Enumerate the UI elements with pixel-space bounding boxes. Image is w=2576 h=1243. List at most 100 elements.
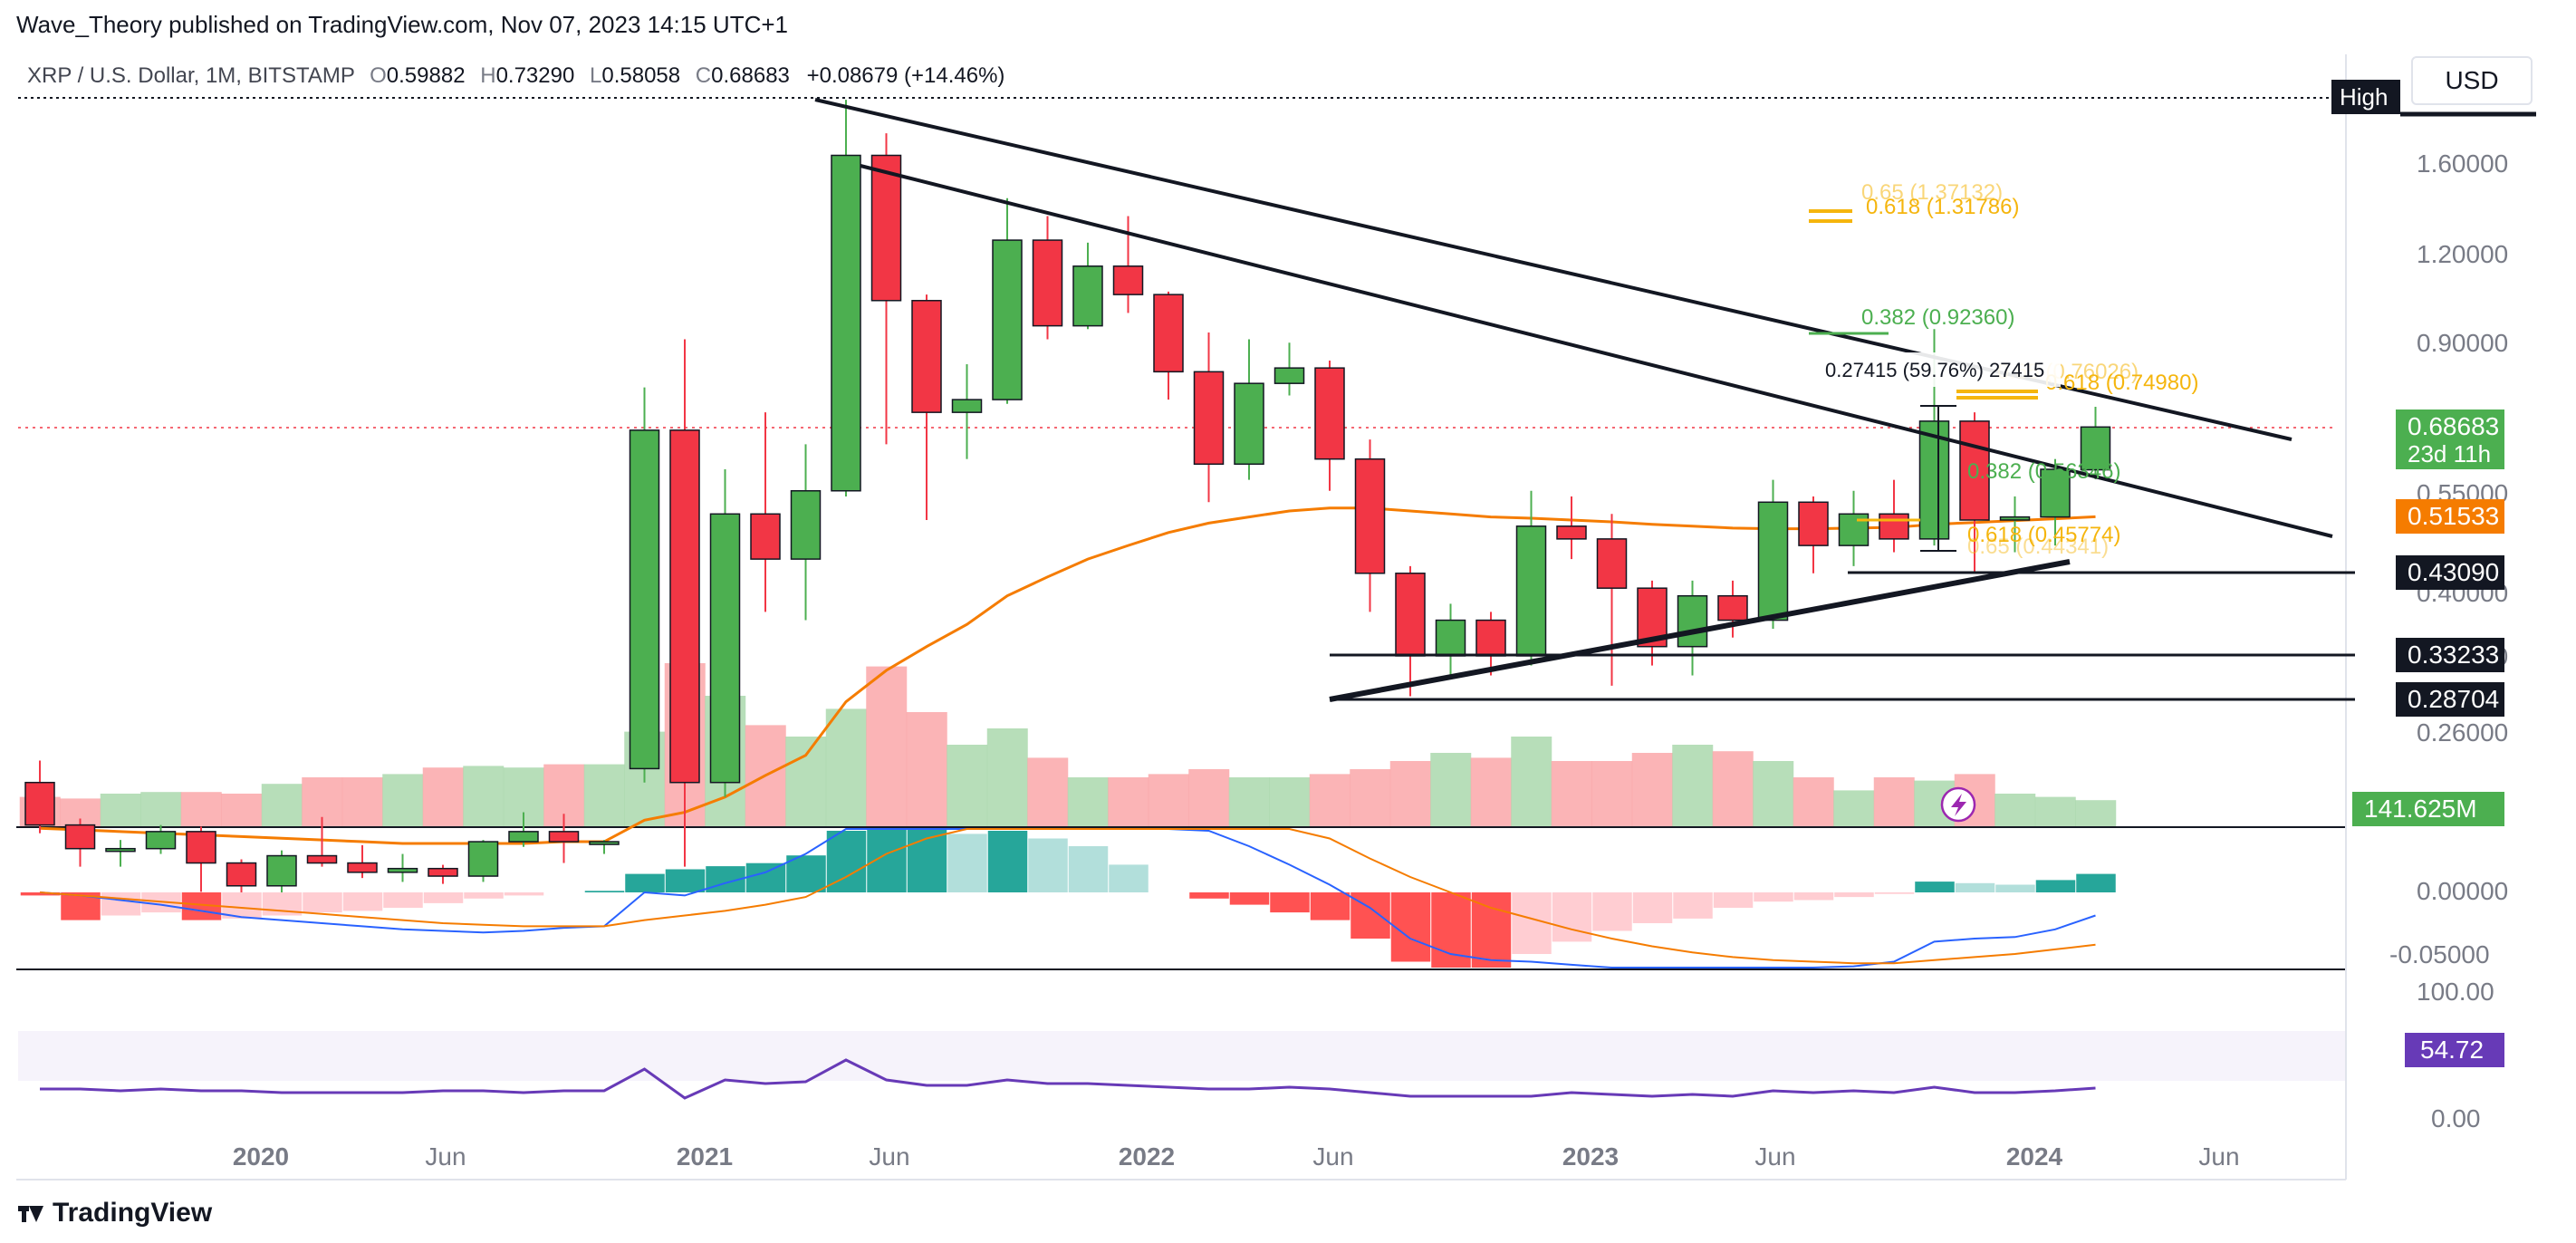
macd-histogram-bar <box>584 891 625 892</box>
candle <box>347 844 378 879</box>
candle <box>1314 360 1345 491</box>
candle-body <box>1112 265 1144 295</box>
macd-histogram-bar <box>1189 892 1229 899</box>
volume-bar <box>866 666 908 826</box>
volume-bar <box>463 766 505 826</box>
macd-histogram-bar <box>61 892 101 920</box>
macd-histogram-bar <box>20 892 61 896</box>
macd-histogram-bar <box>1793 892 1834 901</box>
footer: TradingView <box>18 1198 212 1229</box>
volume-bar <box>1027 757 1069 826</box>
candle <box>1475 612 1506 676</box>
candle-body <box>467 841 499 877</box>
macd-indicator <box>20 828 2116 968</box>
trendlines <box>814 98 2536 702</box>
macd-histogram-bar <box>1471 892 1512 968</box>
x-tick-label: 2020 <box>233 1142 289 1171</box>
x-tick-label: Jun <box>2198 1142 2239 1171</box>
candle <box>226 859 257 913</box>
candle <box>951 364 983 459</box>
candle-body <box>1072 265 1103 327</box>
rsi-label: 54.72 <box>2420 1036 2484 1064</box>
candle-body <box>1879 513 1909 540</box>
price-axis: 1.60000 1.20000 0.90000 0.55000 0.40000 0.330… <box>2389 149 2508 1132</box>
volume-bar <box>100 794 141 826</box>
candle-body <box>992 239 1023 400</box>
candle <box>1072 242 1103 330</box>
macd-histogram-bar <box>1874 892 1915 894</box>
candle <box>1596 514 1628 686</box>
volume-bar <box>341 777 383 826</box>
macd-histogram-bar <box>1229 892 1270 905</box>
volume-bar <box>1551 761 1592 826</box>
high-tag: High <box>2340 83 2388 111</box>
volume-tag <box>2352 792 2504 826</box>
candle-body <box>508 831 539 843</box>
rsi-tag <box>2405 1033 2504 1067</box>
level-label-028704: 0.28704 <box>2408 685 2499 713</box>
volume-bar <box>1148 774 1189 826</box>
candle <box>508 812 539 847</box>
candle-body <box>870 154 902 302</box>
candle-body <box>105 847 136 853</box>
candle-body <box>790 490 822 560</box>
candle <box>669 339 700 867</box>
upper-resistance-line <box>814 98 2292 441</box>
fib-label: 0.618 (0.45774) <box>1967 523 2120 547</box>
y-tick-label: 1.20000 <box>2417 240 2508 268</box>
macd-histogram-bar <box>1713 892 1754 908</box>
high-tag-bg <box>2331 80 2400 114</box>
candle-body <box>1918 420 1950 540</box>
rsi-tick-label: 0.00 <box>2431 1104 2481 1132</box>
volume-bar <box>2075 800 2117 826</box>
macd-histogram-bar <box>504 892 544 896</box>
volume-bar <box>1833 790 1875 826</box>
y-tick-label: 0.40000 <box>2417 579 2508 607</box>
candle-body <box>1032 239 1063 327</box>
candle <box>1717 580 1748 638</box>
macd-histogram-bar <box>706 866 745 892</box>
y-tick-label: 0.33000 <box>2417 642 2508 670</box>
macd-histogram-bar <box>1512 892 1552 954</box>
candle-body <box>24 781 55 826</box>
candle <box>1959 412 1990 573</box>
volume-bar <box>261 784 303 826</box>
countdown-label: 23d 11h <box>2408 440 2491 467</box>
macd-histogram-bar <box>745 862 786 892</box>
macd-histogram-bar <box>222 892 262 919</box>
macd-histogram-bar <box>1310 892 1350 920</box>
volume-bar <box>583 764 625 826</box>
candle <box>2080 406 2111 480</box>
x-tick-label: 2021 <box>677 1142 733 1171</box>
rsi-indicator <box>40 1058 2096 1100</box>
macd-histogram-bar <box>786 855 826 892</box>
volume-bar <box>1269 777 1311 826</box>
macd-histogram-bar <box>947 833 987 892</box>
candle <box>24 760 55 833</box>
fib-label: 0.382 (0.92360) <box>1861 305 2014 330</box>
volume-bar <box>664 663 706 826</box>
candle <box>2040 458 2071 546</box>
candle <box>1435 603 1466 676</box>
volume-bar <box>1753 761 1794 826</box>
macd-histogram-bar <box>1754 892 1793 902</box>
candle-body <box>64 824 96 850</box>
candle <box>428 864 458 884</box>
candle <box>911 294 942 520</box>
volume-area <box>19 663 2117 826</box>
candle <box>589 840 620 854</box>
candle-body <box>145 831 177 850</box>
currency-button[interactable]: USD <box>2411 56 2533 105</box>
macd-histogram-bar <box>262 892 303 916</box>
volume-bar <box>1631 753 1673 826</box>
macd-histogram-bar <box>1068 846 1109 892</box>
candle <box>186 826 216 892</box>
candle-body <box>2040 468 2071 518</box>
lightning-icon[interactable] <box>1940 786 1976 823</box>
open-value: 0.59882 <box>386 63 466 88</box>
macd-histogram-bar <box>1431 892 1471 968</box>
low-value: 0.58058 <box>601 63 681 88</box>
macd-histogram-bar <box>423 892 464 903</box>
candle <box>1838 490 1870 566</box>
